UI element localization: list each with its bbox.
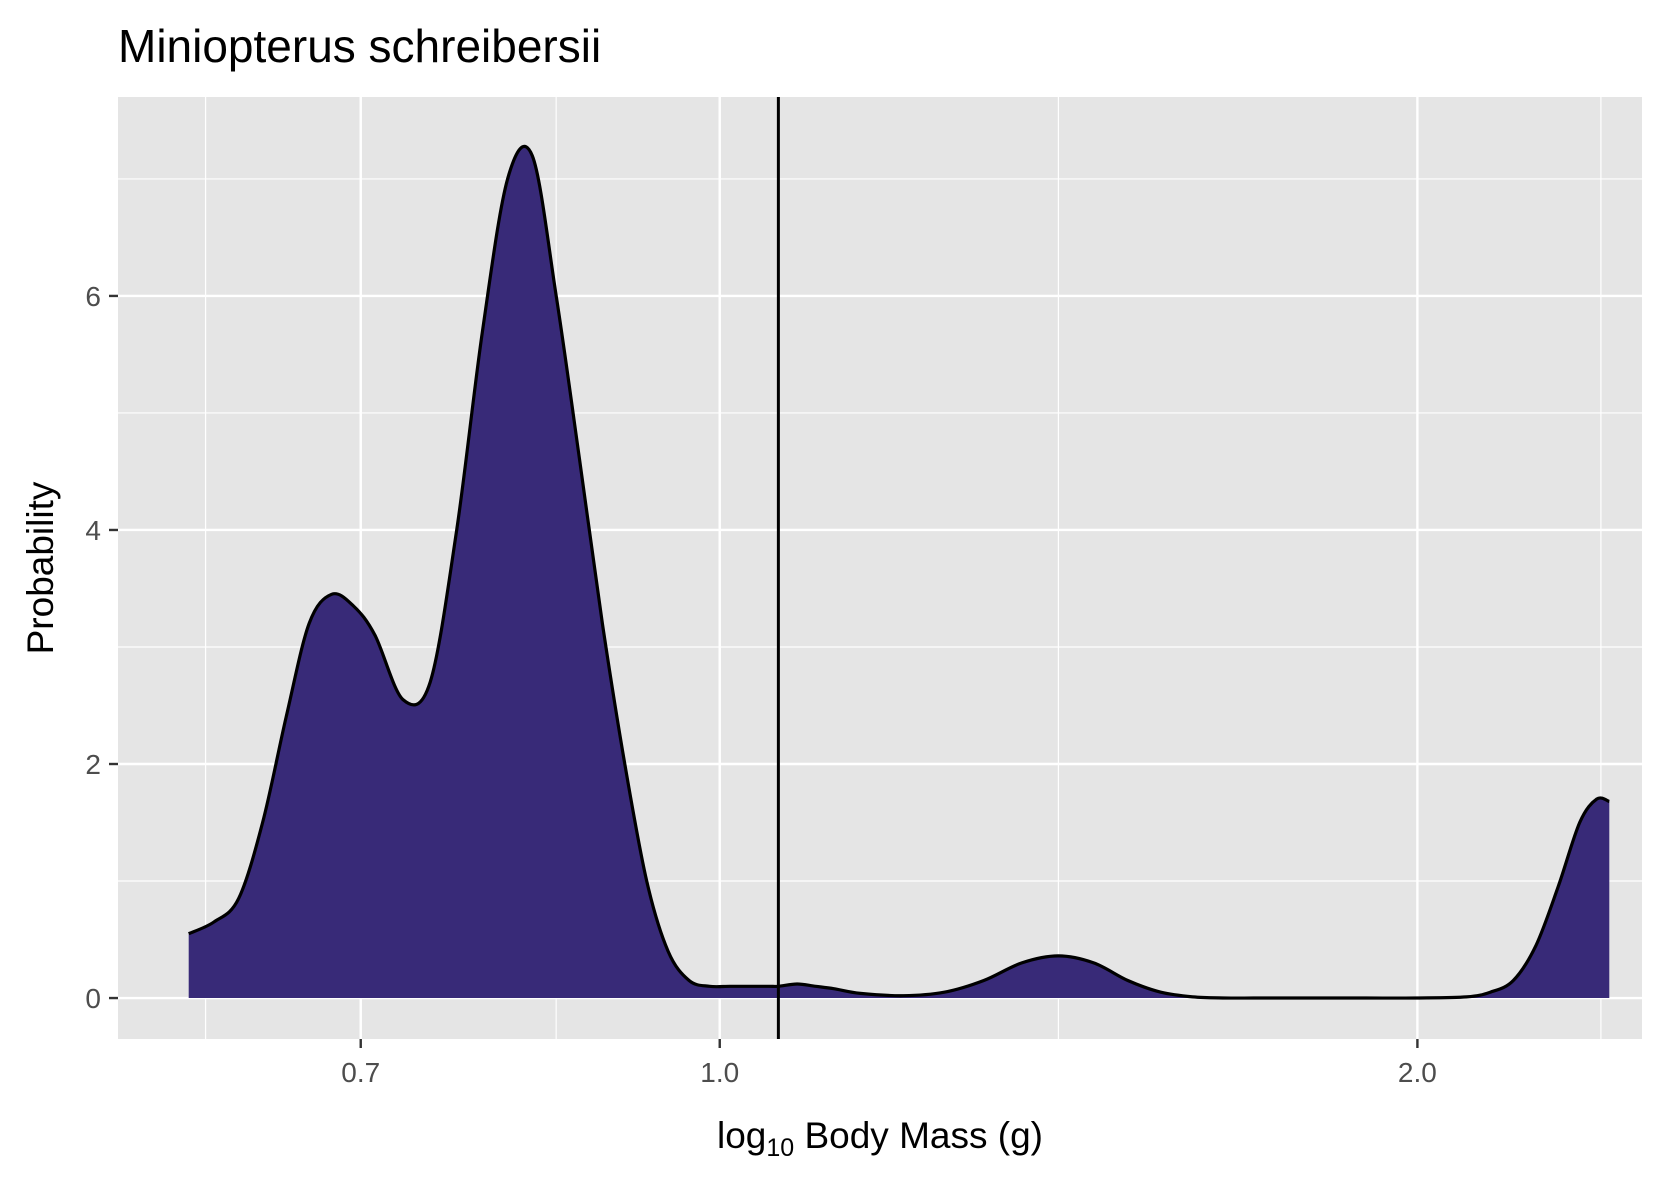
x-axis-title-paren-open: (: [998, 1115, 1011, 1156]
x-tick-label: 2.0: [1398, 1057, 1437, 1088]
x-tick-label: 1.0: [700, 1057, 739, 1088]
density-curve: [188, 144, 1610, 1000]
density-area: [188, 146, 1610, 999]
x-axis-title-space: [794, 1115, 804, 1156]
x-axis: 0.7 1.0 2.0: [341, 1039, 1437, 1088]
y-tick-label: 0: [85, 983, 101, 1014]
y-tick-label: 4: [85, 515, 101, 546]
x-axis-title: log10 Body Mass (g): [717, 1115, 1043, 1162]
x-axis-title-subscript: 10: [766, 1134, 794, 1162]
chart-title: Miniopterus schreibersii: [118, 20, 601, 72]
y-axis-title: Probability: [20, 481, 61, 654]
x-axis-title-main: Body Mass: [804, 1115, 987, 1156]
y-tick-label: 2: [85, 749, 101, 780]
x-axis-title-paren-close: ): [1031, 1115, 1043, 1156]
x-tick-label: 0.7: [341, 1057, 380, 1088]
y-axis: 0 2 4 6: [85, 281, 118, 1014]
x-axis-title-unit: g: [1010, 1115, 1031, 1156]
density-layer: [188, 144, 1610, 1000]
x-axis-title-log: log: [717, 1115, 766, 1156]
y-tick-label: 6: [85, 281, 101, 312]
x-axis-title-space-2: [987, 1115, 997, 1156]
